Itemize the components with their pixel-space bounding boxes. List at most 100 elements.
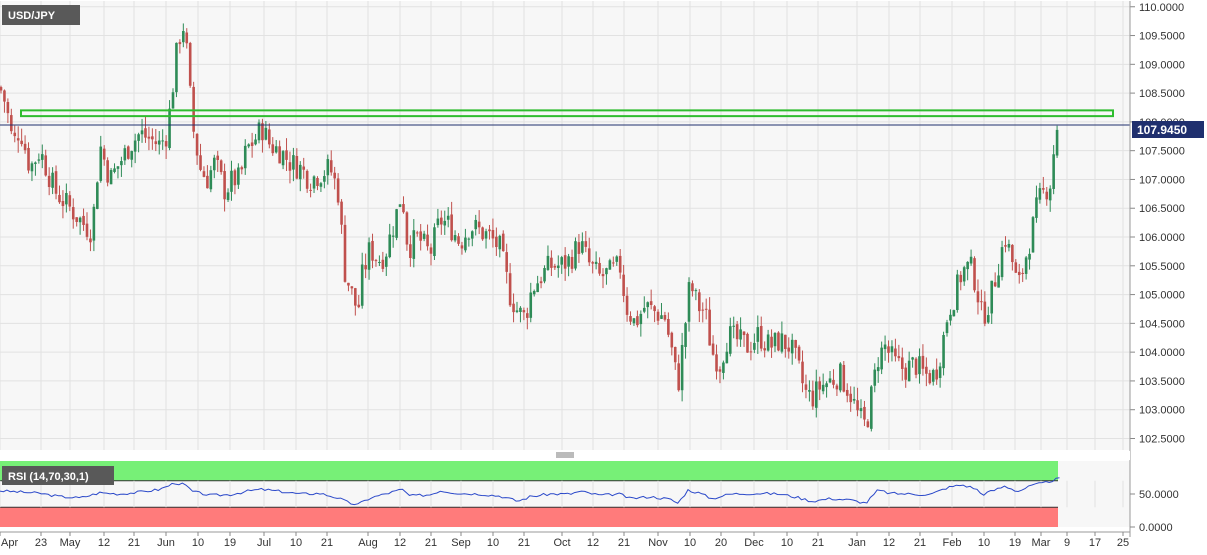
candle-up [814, 381, 818, 408]
candle-down [935, 369, 938, 380]
last-price-label-bg [1132, 121, 1204, 138]
candle-up [942, 334, 945, 369]
candle-down [288, 162, 292, 171]
candle-up [938, 366, 942, 378]
candle-down [82, 215, 85, 225]
candle-down [54, 171, 58, 194]
candle-down [250, 142, 254, 147]
candle-up [773, 332, 777, 347]
price-pane [0, 1, 1130, 450]
candle-down [271, 144, 275, 154]
date-tick-label: Apr [1, 537, 18, 549]
candle-up [581, 241, 584, 253]
candle-down [973, 258, 976, 291]
candle-down [219, 160, 223, 173]
candle-up [140, 130, 144, 135]
candle-down [374, 260, 378, 262]
candle-up [725, 351, 729, 364]
date-tick-label: Aug [358, 537, 378, 549]
candle-down [13, 132, 17, 137]
candle-down [147, 136, 151, 139]
candle-up [907, 360, 911, 382]
candle-down [842, 364, 846, 392]
candle-down [144, 128, 147, 138]
candle-down [887, 346, 890, 353]
candle-down [199, 155, 202, 170]
candle-down [897, 356, 901, 359]
candle-down [316, 178, 319, 186]
candle-down [381, 259, 385, 269]
candle-down [763, 348, 766, 351]
candle-down [340, 201, 343, 225]
candle-down [47, 175, 51, 187]
candle-down [440, 217, 443, 225]
date-tick-label: 19 [224, 537, 236, 549]
candle-down [673, 346, 677, 363]
date-tick-label: 21 [425, 537, 437, 549]
candle-up [852, 398, 856, 401]
candle-down [481, 227, 484, 240]
date-tick-label: 17 [1089, 537, 1101, 549]
candle-down [550, 257, 553, 268]
rsi-line [0, 477, 1060, 506]
candle-up [109, 170, 113, 185]
price-tick-label: 106.0000 [1139, 232, 1185, 244]
candle-down [75, 217, 78, 222]
candle-up [436, 218, 440, 226]
candle-up [1038, 188, 1042, 200]
candle-down [794, 340, 797, 348]
candle-up [230, 170, 233, 192]
candle-down [976, 291, 980, 303]
candle-up [536, 283, 539, 293]
candle-down [708, 309, 711, 346]
date-tick-label: Dec [744, 537, 764, 549]
candle-down [89, 238, 92, 243]
candle-up [243, 145, 247, 169]
candle-up [952, 310, 956, 317]
candle-up [1024, 257, 1028, 274]
candle-down [749, 351, 753, 353]
price-tick-label: 107.5000 [1139, 146, 1185, 158]
rsi-tick-label: 50.0000 [1139, 489, 1179, 501]
date-axis: Apr 23 May 12 21 Jun 10 19 Jul 10 21 Aug 12 21 Sep 10 21… [0, 531, 1130, 549]
candle-up [175, 42, 178, 93]
candle-up [605, 268, 608, 275]
date-tick-label: 21 [618, 537, 630, 549]
date-tick-label: 21 [812, 537, 824, 549]
candle-down [900, 357, 904, 369]
candle-down [1017, 271, 1021, 276]
candle-up [123, 148, 127, 161]
candle-up [642, 307, 646, 312]
rsi-tick-label: 0.0000 [1139, 522, 1173, 534]
candle-down [587, 248, 591, 263]
candle-up [446, 215, 450, 220]
candle-down [1045, 191, 1049, 200]
price-tick-label: 109.5000 [1139, 31, 1185, 43]
candle-up [78, 217, 82, 223]
candle-up [99, 146, 103, 181]
candle-up [876, 367, 880, 372]
date-tick-label: 9 [1064, 537, 1070, 549]
candle-up [859, 408, 863, 412]
candle-down [202, 171, 206, 177]
candle-down [577, 242, 581, 254]
candle-down [863, 406, 866, 420]
candle-up [209, 170, 213, 190]
candle-down [0, 87, 3, 91]
candle-down [426, 234, 429, 247]
candle-up [870, 386, 873, 429]
pane-divider[interactable] [0, 451, 1130, 460]
candle-down [1014, 262, 1018, 273]
candle-down [553, 265, 557, 268]
price-tick-label: 110.0000 [1139, 2, 1184, 14]
candle-down [3, 90, 6, 102]
candle-up [567, 256, 570, 267]
candle-down [357, 304, 361, 308]
candle-up [828, 378, 832, 383]
candle-down [715, 354, 718, 372]
candle-up [237, 167, 240, 185]
candle-up [574, 241, 577, 269]
rsi-overbought-zone [0, 461, 1058, 481]
price-tick-label: 109.0000 [1139, 59, 1185, 71]
candle-up [433, 227, 436, 257]
